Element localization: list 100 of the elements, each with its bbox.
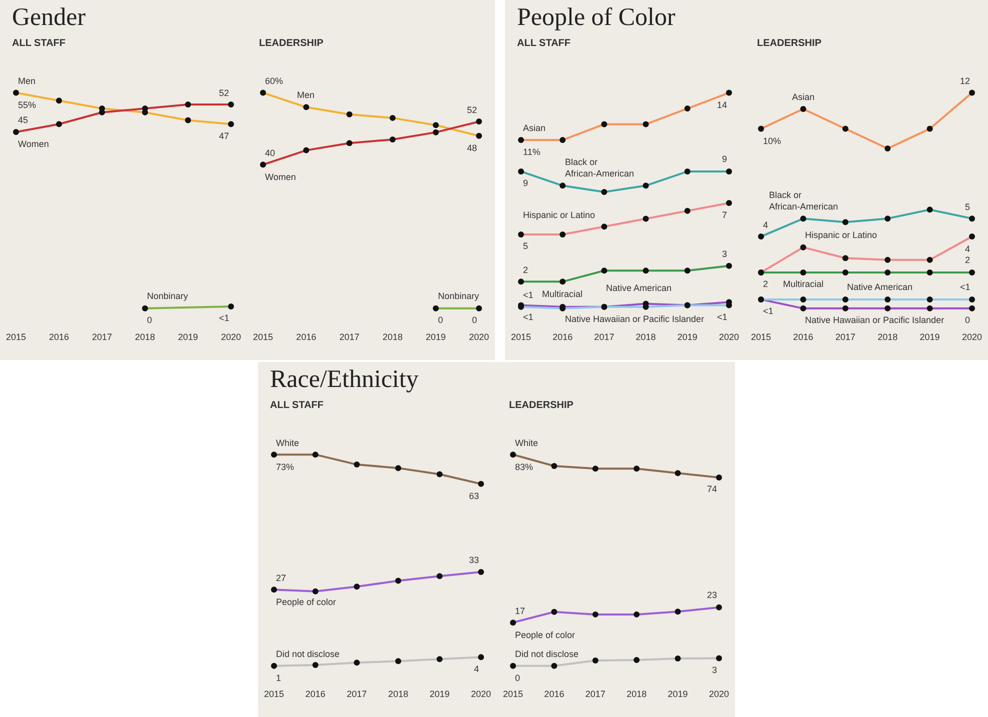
data-label: 73% [276, 462, 294, 472]
series-label: White [276, 438, 300, 448]
x-tick-label: 2020 [718, 332, 740, 342]
x-tick-label: 2015 [264, 689, 284, 699]
data-label: 23 [707, 590, 718, 600]
data-label: 2 [523, 265, 528, 275]
x-tick-label: 2016 [793, 332, 814, 342]
data-label: <1 [523, 290, 534, 300]
x-tick-label: 2017 [346, 689, 367, 699]
x-tick-label: 2018 [636, 332, 656, 342]
chart-subtitle: ALL STAFF [270, 400, 324, 411]
x-tick-label: 2015 [502, 689, 524, 699]
data-label: 3 [712, 665, 718, 675]
data-label: 33 [469, 555, 480, 565]
data-label: <1 [717, 312, 728, 322]
data-label: 4 [965, 244, 970, 254]
data-label: 83% [515, 462, 534, 472]
x-tick-label: 2018 [382, 332, 403, 342]
x-tick-label: 2018 [134, 332, 156, 342]
series-label: Multiracial [783, 279, 824, 289]
x-tick-label: 2017 [835, 332, 856, 342]
x-tick-label: 2017 [594, 332, 614, 342]
series-label: White [515, 438, 538, 448]
data-label: 74 [707, 484, 718, 494]
series-label: Men [18, 76, 36, 86]
data-label: 47 [219, 131, 230, 141]
data-label: 9 [523, 178, 528, 188]
series-label: Black or African-American [769, 190, 838, 212]
x-tick-label: 2019 [677, 332, 698, 342]
series-label: Hispanic or Latino [805, 230, 878, 240]
x-tick-label: 2020 [962, 332, 982, 342]
data-label: 55% [18, 100, 36, 110]
data-label: 12 [960, 76, 970, 86]
series-label: Black or African-American [565, 157, 634, 179]
series-label: Did not disclose [515, 649, 579, 659]
series-label: Nonbinary [147, 291, 189, 301]
x-tick-label: 2019 [920, 332, 940, 342]
data-label: 3 [722, 249, 728, 259]
x-tick-label: 2017 [92, 332, 112, 342]
x-tick-label: 2019 [668, 689, 688, 699]
x-tick-label: 2017 [585, 689, 606, 699]
data-label: 27 [276, 573, 286, 583]
series-label: People of color [276, 597, 336, 607]
x-tick-label: 2015 [6, 332, 26, 342]
data-label: 2 [965, 255, 970, 265]
x-tick-label: 2015 [750, 332, 772, 342]
x-tick-label: 2019 [430, 689, 450, 699]
data-label: 10% [763, 136, 782, 146]
data-label: 52 [467, 105, 478, 115]
series-label: Nonbinary [438, 291, 480, 301]
chart-subtitle: ALL STAFF [12, 38, 66, 49]
x-tick-label: 2020 [708, 689, 730, 699]
series-label: Native Hawaiian or Pacific Islander [565, 314, 704, 324]
series-label: People of color [515, 630, 576, 640]
data-label: 5 [523, 241, 528, 251]
data-label: 11% [523, 147, 540, 157]
data-label: 52 [219, 88, 230, 98]
data-label: 0 [147, 315, 152, 325]
x-tick-label: 2018 [626, 689, 647, 699]
data-label: 5 [965, 202, 970, 212]
data-label: 63 [469, 491, 480, 501]
chart-title: Gender [12, 4, 86, 32]
data-label: 7 [722, 210, 728, 220]
x-tick-label: 2018 [878, 332, 898, 342]
x-tick-label: 2016 [544, 689, 564, 699]
series-label: Men [297, 90, 315, 100]
data-label: 60% [265, 76, 284, 86]
chart-subtitle: LEADERSHIP [259, 38, 324, 49]
series-label: Asian [792, 92, 815, 102]
x-tick-label: 2016 [296, 332, 316, 342]
data-label: 45 [18, 115, 28, 125]
data-label: <1 [763, 306, 774, 316]
x-tick-label: 2020 [220, 332, 242, 342]
data-label: 0 [965, 315, 970, 325]
series-label: Asian [523, 123, 546, 133]
data-label: 2 [763, 279, 768, 289]
chart-title: People of Color [517, 4, 676, 32]
data-label: 4 [763, 220, 768, 230]
x-tick-label: 2020 [468, 332, 490, 342]
x-tick-label: 2016 [552, 332, 573, 342]
data-label: 1 [276, 673, 282, 683]
x-tick-label: 2016 [305, 689, 326, 699]
series-label: Women [265, 172, 296, 182]
data-label: 0 [515, 673, 520, 683]
data-label: <1 [219, 313, 230, 323]
x-tick-label: 2017 [339, 332, 360, 342]
series-label: Did not disclose [276, 649, 340, 659]
x-tick-label: 2018 [388, 689, 408, 699]
chart-subtitle: ALL STAFF [517, 38, 571, 49]
data-label: 0 [472, 315, 478, 325]
data-label: <1 [523, 312, 534, 322]
data-label: 40 [265, 148, 276, 158]
data-label: 17 [515, 606, 526, 616]
data-label: <1 [960, 282, 970, 292]
series-label: Native American [606, 283, 672, 293]
series-label: Native Hawaiian or Pacific Islander [805, 315, 944, 325]
x-tick-label: 2016 [48, 332, 70, 342]
chart-subtitle: LEADERSHIP [509, 400, 574, 411]
data-label: 9 [722, 154, 728, 164]
x-tick-label: 2020 [470, 689, 492, 699]
